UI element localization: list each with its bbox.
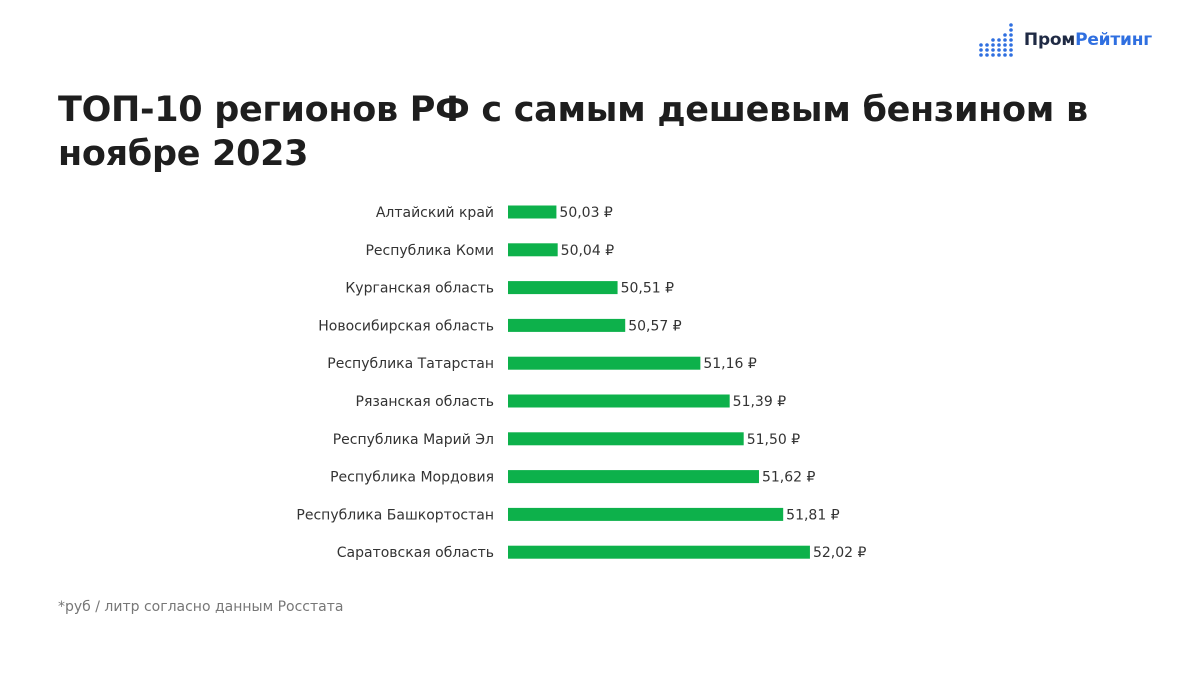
footnote: *руб / литр согласно данным Росстата — [58, 599, 344, 615]
logo-dots-icon — [979, 23, 1013, 57]
bar — [508, 507, 784, 521]
value-label: 51,62 ₽ — [762, 470, 816, 486]
bar — [508, 432, 744, 446]
category-label: Новосибирская область — [318, 318, 494, 334]
bar-chart-svg: Алтайский край 50,03 ₽ Республика Коми 50,0… — [296, 205, 867, 561]
bar — [508, 394, 730, 408]
value-label: 51,50 ₽ — [747, 432, 801, 448]
category-label: Рязанская область — [356, 394, 494, 410]
bar — [508, 318, 626, 332]
category-label: Республика Марий Эл — [333, 432, 494, 448]
category-label: Республика Мордовия — [330, 470, 494, 486]
bar — [508, 470, 759, 484]
brand-name-part1: Пром — [1023, 30, 1076, 50]
category-label: Республика Башкортостан — [296, 507, 494, 523]
category-label: Республика Коми — [365, 243, 494, 259]
bar — [508, 205, 557, 219]
value-label: 51,16 ₽ — [703, 356, 757, 372]
bar — [508, 243, 558, 257]
category-label: Саратовская область — [337, 545, 494, 561]
category-label: Курганская область — [345, 281, 494, 297]
chart-title: ТОП-10 регионов РФ с самым дешевым бензи… — [58, 90, 1088, 174]
brand-name: ПромРейтинг — [1024, 30, 1152, 50]
value-label: 51,39 ₽ — [733, 394, 787, 410]
bar — [508, 281, 618, 295]
value-label: 50,03 ₽ — [559, 205, 613, 221]
bar-chart: Алтайский край 50,03 ₽ Республика Коми 50,0… — [0, 192, 1200, 572]
value-label: 51,81 ₽ — [786, 507, 840, 523]
category-label: Алтайский край — [376, 205, 494, 221]
value-label: 50,04 ₽ — [561, 243, 615, 259]
value-label: 52,02 ₽ — [813, 545, 867, 561]
value-label: 50,51 ₽ — [621, 281, 675, 297]
bar — [508, 356, 701, 370]
value-label: 50,57 ₽ — [628, 318, 682, 334]
brand-name-part2: Рейтинг — [1075, 30, 1152, 50]
category-label: Республика Татарстан — [327, 356, 494, 372]
bar — [508, 545, 810, 559]
brand-logo: ПромРейтинг — [978, 22, 1152, 58]
